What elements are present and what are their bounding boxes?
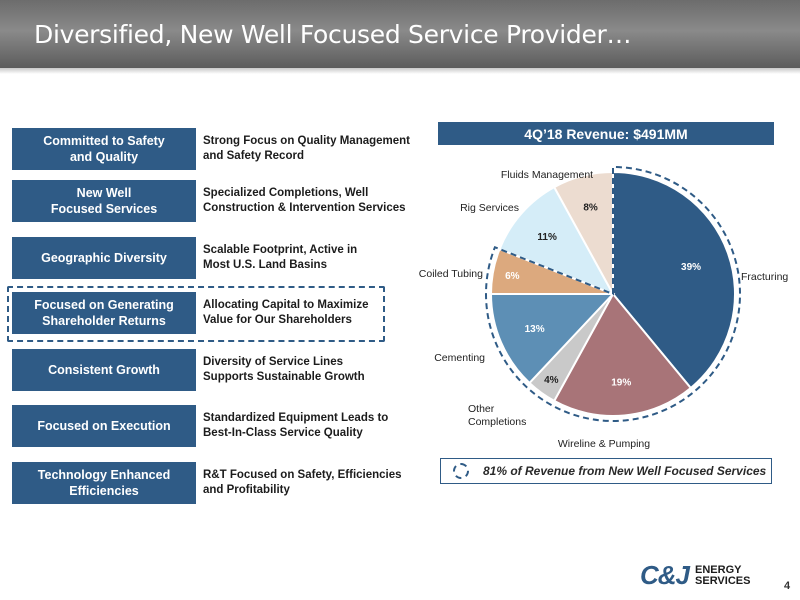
slide-title: Diversified, New Well Focused Service Pr… [34,20,632,49]
pie-category-label: Completions [468,416,526,428]
header-bar [0,0,800,68]
revenue-banner: 4Q’18 Revenue: $491MM [438,122,774,145]
focus-description: Specialized Completions, Well Constructi… [203,187,406,214]
pie-category-label: Fracturing [741,271,788,283]
pie-slice-wireline-pumping [552,292,693,417]
pie-category-label: Cementing [434,352,485,364]
pie-data-label: 6% [505,271,520,282]
focus-label-box: Geographic Diversity [12,237,196,279]
pie-category-label: Rig Services [460,202,519,214]
pie-data-label: 8% [583,203,598,214]
dashed-circle-icon [453,463,469,479]
pie-slice-rig-services [498,185,616,296]
logo-mark: C&J [640,560,690,590]
logo-line1: ENERGY [695,563,742,576]
focus-label-box: Consistent Growth [12,349,196,391]
pie-category-label: Other [468,403,495,415]
focus-description: R&T Focused on Safety, Efficiencies and … [203,469,402,496]
focus-description: Scalable Footprint, Active in Most U.S. … [203,244,358,271]
focus-description: Strong Focus on Quality Management and S… [203,135,411,162]
pie-category-label: Fluids Management [501,169,593,181]
pie-data-label: 39% [681,262,701,273]
highlight-dashed-box [7,286,385,342]
focus-label-box: Technology Enhanced Efficiencies [12,462,196,504]
company-logo: C&J ENERGY SERVICES [640,560,750,591]
footnote-box: 81% of Revenue from New Well Focused Ser… [440,458,772,484]
focus-label-box: Committed to Safety and Quality [12,128,196,170]
pie-slice-cementing [489,293,616,385]
new-well-highlight-outline [485,165,741,422]
focus-label-box: Focused on Execution [12,405,196,447]
focus-description: Standardized Equipment Leads to Best-In-… [203,412,389,439]
focus-description: Allocating Capital to Maximize Value for… [203,299,369,326]
footnote-text: 81% of Revenue from New Well Focused Ser… [483,464,767,478]
focus-label-box: New Well Focused Services [12,180,196,222]
pie-category-label: Coiled Tubing [419,268,483,280]
focus-label-box: Focused on Generating Shareholder Return… [12,292,196,334]
focus-description: Diversity of Service Lines Supports Sust… [203,356,365,383]
page-number: 4 [784,580,791,592]
pie-data-label: 4% [544,375,559,386]
logo-line2: SERVICES [695,574,751,587]
pie-slice-fracturing [612,170,736,390]
header-shadow [0,68,800,74]
pie-data-label: 11% [537,232,557,243]
pie-data-label: 13% [525,324,545,335]
pie-category-label: Wireline & Pumping [558,438,650,450]
pie-data-label: 19% [611,377,631,388]
logo-words: ENERGY SERVICES [695,563,751,587]
